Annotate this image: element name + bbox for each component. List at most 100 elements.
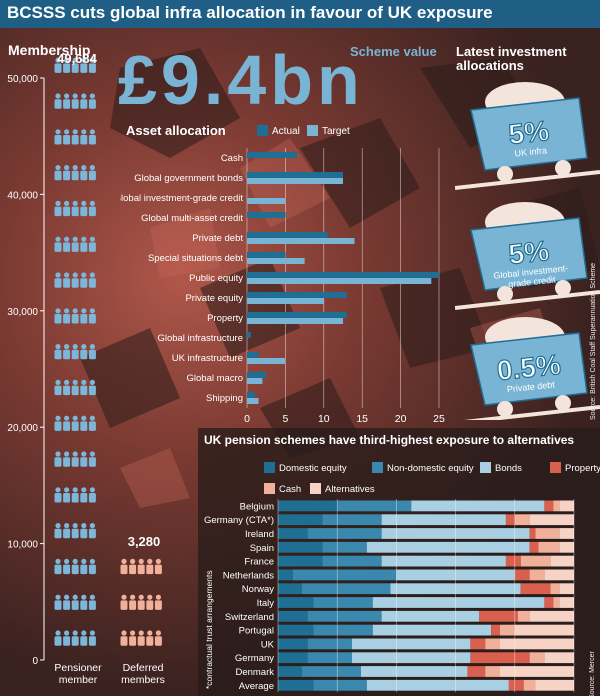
person-icon-head [64,594,70,600]
asset-xtick-label: 25 [433,413,445,425]
person-icon-head [64,344,70,350]
person-icon-body [146,600,154,610]
person-icon-body [88,135,96,145]
pensioner-count: 49,684 [57,51,98,66]
asset-bar-actual [247,292,347,298]
cart-wheel-icon [497,166,513,182]
person-icon-body [54,564,62,575]
stack-segment [500,666,574,677]
person-icon-body [80,636,88,646]
person-icon-body [71,457,79,467]
asset-bar-target [247,378,263,384]
person-icon-head [89,57,95,63]
person-icon-head [130,630,136,636]
person-icon-head [89,415,95,421]
person-icon-head [81,594,87,600]
person-icon-body [80,349,88,360]
person-icon-body [71,99,79,109]
stack-segment [553,500,560,512]
stack-segment [278,514,323,526]
person-icon-head [81,272,87,278]
stack-segment [278,569,293,581]
stack-legend-swatch [372,462,383,473]
person-icon-body [54,528,62,539]
stack-segment [278,555,323,567]
person-icon-body [129,636,137,646]
person-icon-body [80,278,88,288]
person-icon-head [81,129,87,135]
person-icon-head [55,200,61,206]
person-icon-head [64,57,70,63]
person-icon-head [81,523,87,529]
person-icon-body [80,421,88,431]
person-icon-body [71,493,79,503]
stack-segment [313,597,373,608]
pensioner-label-line1: Pensioner [54,662,102,674]
stack-segment [278,610,308,622]
pensioner-people-icons [54,57,96,646]
person-icon-head [55,523,61,529]
person-icon-head [55,558,61,565]
person-icon-head [81,630,87,636]
allocation-cart-0: 5%UK infra [455,82,600,190]
person-icon-head [72,523,78,529]
allocation-percent: 5% [507,115,551,150]
asset-xtick-label: 0 [244,413,250,425]
stack-segment [535,679,574,691]
person-icon-body [137,636,145,646]
stack-segment [508,679,524,691]
stack-category-label: Spain [250,543,274,554]
person-icon-body [71,135,79,145]
person-icon-body [63,278,71,288]
stack-category-label: Switzerland [225,612,274,623]
stack-segment [360,666,468,677]
cart-wheel-icon [497,286,513,302]
person-icon-body [71,564,79,575]
stack-segment [529,514,574,526]
person-icon-head [72,236,78,242]
stack-segment [313,679,367,691]
person-icon-head [138,558,144,565]
person-icon-head [64,630,70,636]
stack-category-label: Average [239,681,274,692]
legend-swatch-actual [257,125,268,136]
stack-segment [520,555,551,567]
stack-segment [544,500,554,512]
person-icon-body [137,564,145,575]
person-icon-body [54,63,62,73]
person-icon-body [63,63,71,73]
person-icon-head [89,165,95,171]
cart-body-icon [470,217,588,291]
person-icon-head [72,308,78,314]
stack-segment [505,514,515,526]
stack-category-label: France [244,557,274,568]
asset-bar-actual [247,372,267,378]
person-icon-body [63,99,71,109]
stack-segment [529,569,545,581]
deferred-people-icons [120,558,162,646]
stack-segment [313,624,373,636]
membership-title: Membership [8,42,91,58]
asset-bar-target [247,178,343,184]
stack-category-label: Ireland [245,529,274,540]
person-icon-head [64,200,70,206]
stack-segment [307,610,382,622]
person-icon-head [81,344,87,350]
person-icon-body [63,600,71,610]
stack-segment [514,514,530,526]
person-icon-body [71,528,79,539]
stack-legend-label: Cash [279,484,301,495]
person-icon-head [72,630,78,636]
stack-segment [523,679,536,691]
person-icon-head [89,558,95,565]
membership-tick-label: 40,000 [7,190,38,201]
person-icon-body [54,349,62,360]
person-icon-head [72,165,78,171]
stack-segment [278,679,314,691]
person-icon-head [138,594,144,600]
stack-segment [278,666,302,677]
person-icon-body [54,314,62,324]
deferred-count: 3,280 [128,534,161,549]
person-icon-head [64,379,70,385]
